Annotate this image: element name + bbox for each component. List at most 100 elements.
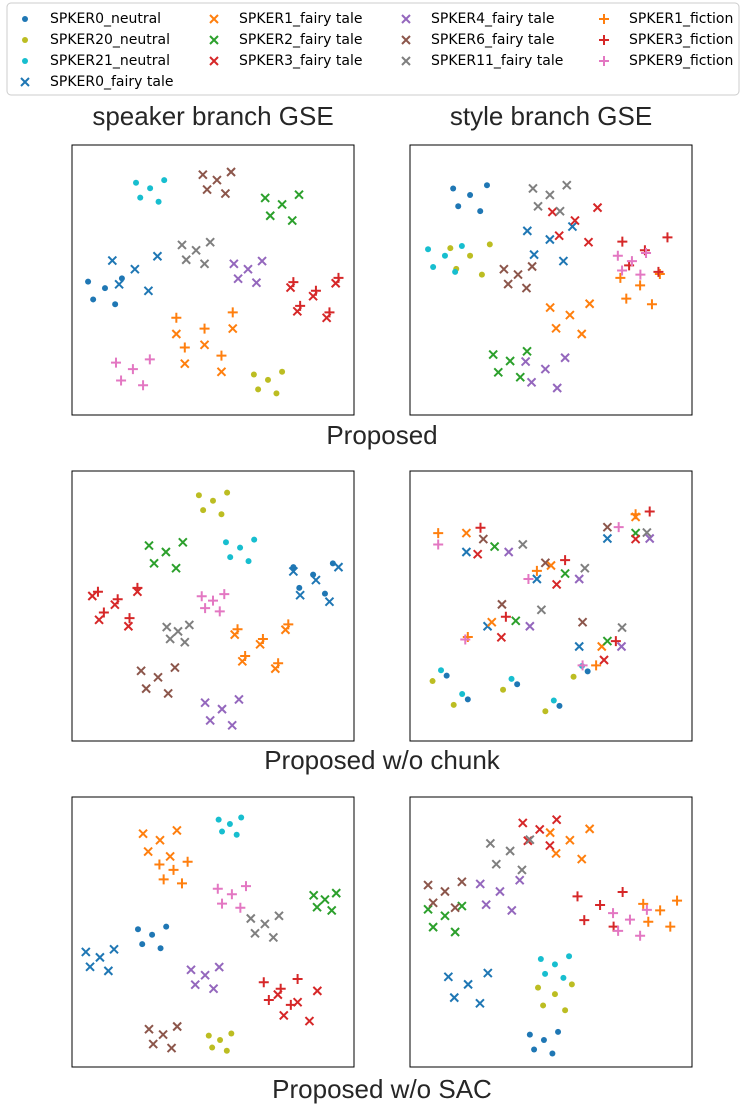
panel-title: speaker branch GSE bbox=[92, 101, 333, 131]
scatter-point bbox=[655, 905, 666, 916]
scatter-point bbox=[260, 919, 270, 929]
scatter-point bbox=[499, 264, 509, 274]
scatter-point bbox=[518, 539, 528, 550]
scatter-point bbox=[560, 353, 570, 363]
scatter-point bbox=[171, 312, 182, 323]
scatter-point bbox=[574, 574, 584, 584]
scatter-point bbox=[450, 927, 460, 937]
scatter-point bbox=[235, 902, 246, 913]
scatter-point bbox=[556, 702, 563, 709]
scatter-point bbox=[257, 633, 268, 644]
scatter-point bbox=[566, 953, 573, 960]
scatter-point bbox=[545, 234, 555, 245]
scatter-point bbox=[503, 279, 513, 289]
scatter-point bbox=[333, 562, 344, 572]
scatter-point bbox=[139, 941, 146, 948]
scatter-point bbox=[433, 539, 444, 550]
scatter-point bbox=[493, 367, 503, 378]
scatter-point bbox=[602, 636, 613, 646]
scatter-point bbox=[163, 688, 173, 699]
scatter-point bbox=[460, 634, 471, 645]
scatter-point bbox=[496, 632, 507, 643]
legend-marker bbox=[20, 77, 30, 87]
scatter-point bbox=[550, 697, 557, 704]
scatter-point bbox=[195, 492, 202, 499]
scatter-point bbox=[642, 527, 652, 538]
scatter-point bbox=[275, 983, 286, 994]
scatter-point bbox=[180, 358, 190, 369]
scatter-point bbox=[279, 368, 286, 375]
scatter-point bbox=[202, 184, 212, 195]
scatter-point bbox=[584, 299, 595, 309]
scatter-point bbox=[234, 694, 244, 705]
scatter-point bbox=[570, 673, 577, 680]
scatter-point bbox=[528, 183, 538, 194]
scatter-point bbox=[233, 273, 243, 284]
scatter-point bbox=[285, 999, 296, 1010]
scatter-point bbox=[560, 555, 571, 566]
scatter-point bbox=[226, 167, 236, 177]
scatter-point bbox=[531, 1046, 538, 1053]
scatter-point bbox=[260, 193, 270, 203]
scatter-point bbox=[672, 895, 683, 906]
legend-marker bbox=[401, 35, 411, 45]
scatter-point bbox=[617, 622, 627, 633]
scatter-point bbox=[273, 658, 284, 669]
scatter-point bbox=[327, 905, 337, 916]
scatter-point bbox=[500, 686, 507, 693]
scatter-point bbox=[630, 509, 641, 520]
scatter-point bbox=[433, 528, 444, 539]
scatter-point bbox=[165, 634, 175, 644]
scatter-point bbox=[227, 720, 237, 731]
plot-frame bbox=[409, 470, 693, 742]
scatter-point bbox=[536, 605, 547, 615]
legend-label: SPKER4_fairy tale bbox=[431, 11, 554, 27]
legend-marker bbox=[599, 56, 609, 66]
scatter-point bbox=[168, 864, 179, 875]
scatter-point bbox=[455, 203, 462, 210]
scatter-point bbox=[228, 1030, 235, 1037]
scatter-point bbox=[85, 278, 92, 285]
row-caption: Proposed w/o chunk bbox=[264, 745, 501, 775]
scatter-point bbox=[233, 831, 240, 838]
scatter-point bbox=[217, 704, 227, 714]
scatter-point bbox=[525, 834, 535, 845]
scatter-point bbox=[577, 329, 587, 339]
scatter-point bbox=[138, 380, 149, 391]
scatter-point bbox=[295, 590, 305, 600]
scatter-point bbox=[92, 586, 103, 597]
scatter-point bbox=[228, 323, 238, 334]
scatter-point bbox=[545, 827, 555, 838]
scatter-point bbox=[608, 908, 619, 919]
legend-label: SPKER9_fiction bbox=[629, 53, 733, 69]
panel-title: style branch GSE bbox=[450, 101, 652, 131]
scatter-point bbox=[547, 207, 558, 217]
scatter-point bbox=[545, 302, 555, 313]
scatter-point bbox=[540, 1037, 547, 1043]
scatter-point bbox=[612, 250, 623, 261]
scatter-point bbox=[562, 180, 572, 190]
scatter-point bbox=[258, 977, 269, 988]
scatter-point bbox=[459, 691, 466, 698]
scatter-point bbox=[312, 986, 323, 996]
scatter-point bbox=[523, 574, 534, 584]
scatter-point bbox=[210, 497, 216, 504]
scatter-point bbox=[98, 607, 109, 618]
scatter-point bbox=[552, 383, 562, 393]
scatter-point bbox=[218, 511, 225, 518]
scatter-point bbox=[199, 340, 210, 350]
scatter-point bbox=[579, 915, 590, 926]
scatter-point bbox=[209, 1044, 216, 1051]
scatter-point bbox=[485, 838, 496, 849]
scatter-point bbox=[570, 215, 580, 226]
scatter-point bbox=[143, 846, 153, 857]
scatter-point bbox=[551, 579, 562, 590]
scatter-point bbox=[214, 962, 224, 972]
scatter-point bbox=[511, 616, 521, 626]
scatter-point bbox=[641, 248, 652, 258]
scatter-point bbox=[95, 952, 105, 963]
scatter-point bbox=[551, 814, 562, 825]
scatter-point bbox=[522, 226, 533, 236]
scatter-point bbox=[549, 1050, 556, 1057]
